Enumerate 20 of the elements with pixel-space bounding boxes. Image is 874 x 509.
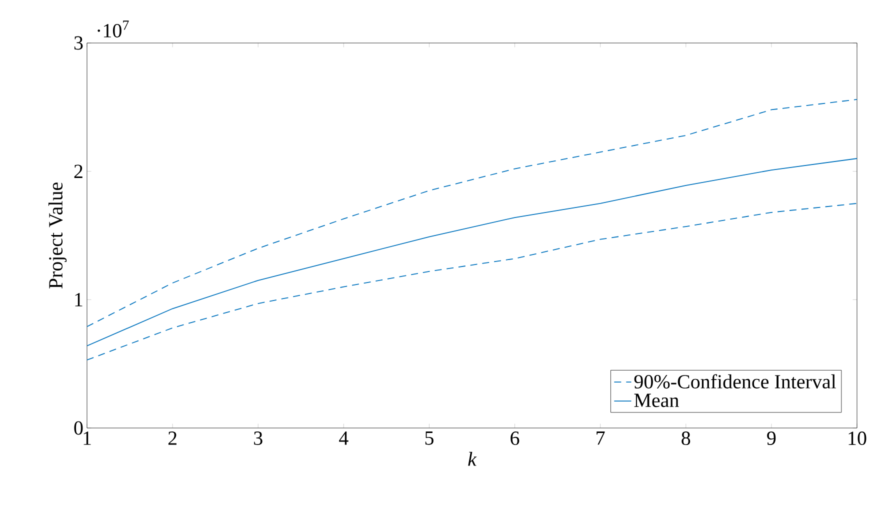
y-tick-label: 2 xyxy=(74,164,82,178)
legend-label: 90%-Confidence Interval xyxy=(634,374,836,389)
x-tick-label: 9 xyxy=(767,432,776,445)
x-tick-label: 8 xyxy=(682,432,690,446)
x-axis-title: k xyxy=(468,452,477,466)
legend-label: Mean xyxy=(634,394,679,408)
line-series xyxy=(87,202,857,360)
y-axis-title: Project Value xyxy=(48,182,67,289)
y-tick-label: 1 xyxy=(75,293,82,306)
x-tick-label: 10 xyxy=(848,432,866,446)
y-tick-label: 0 xyxy=(74,421,83,435)
x-tick-label: 2 xyxy=(168,432,176,445)
x-tick-label: 3 xyxy=(254,432,262,445)
line-series xyxy=(87,99,857,328)
x-tick-label: 5 xyxy=(425,432,434,445)
x-tick-label: 7 xyxy=(596,432,605,445)
text: ·10$^{7}$ xyxy=(98,20,129,38)
x-tick-label: 6 xyxy=(510,432,520,445)
x-tick-label: 4 xyxy=(339,432,348,445)
y-tick-label: 3 xyxy=(74,36,83,50)
